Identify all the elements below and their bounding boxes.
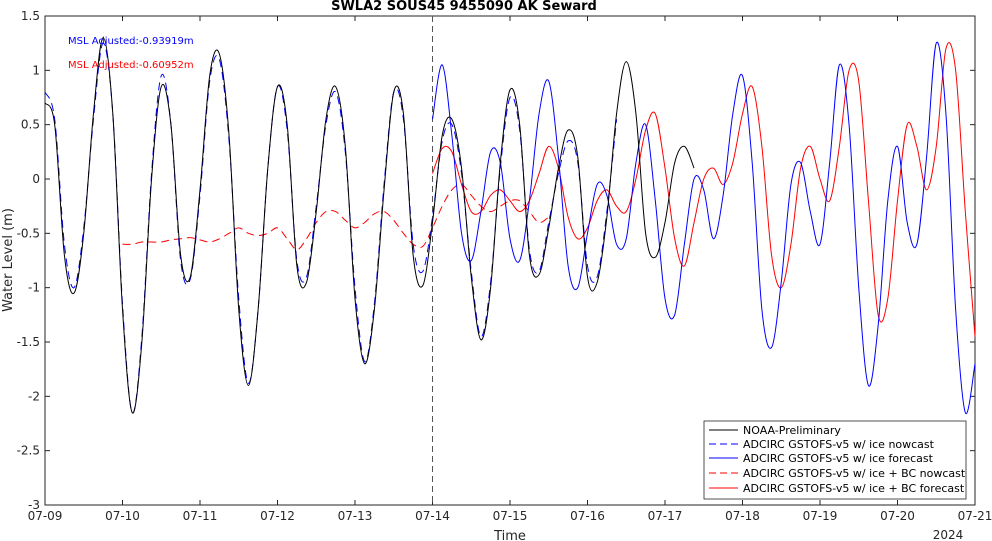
x-tick-label: 07-11: [183, 509, 218, 523]
y-tick-label: -1.5: [17, 335, 40, 349]
msl-annotation-blue: MSL Adjusted:-0.93919m: [68, 36, 194, 47]
x-tick-label: 07-09: [28, 509, 63, 523]
msl-annotation-red: MSL Adjusted:-0.60952m: [68, 60, 194, 71]
series-line-0: [44, 37, 695, 414]
y-axis-label: Water Level (m): [1, 208, 16, 312]
legend-label-noaa: NOAA-Preliminary: [743, 424, 841, 437]
x-axis: 07-09 07-10 07-11 07-12 07-13 07-14 07-15 07-16…: [28, 16, 992, 523]
y-tick-label: 0: [32, 172, 40, 186]
x-tick-label: 07-19: [803, 509, 838, 523]
series-layer: [44, 37, 976, 415]
series-line-2: [432, 41, 976, 415]
series-line-3: [122, 183, 550, 251]
x-year-label: 2024: [933, 528, 964, 541]
x-tick-label: 07-14: [415, 509, 450, 523]
y-tick-label: -0.5: [17, 226, 40, 240]
x-tick-label: 07-12: [260, 509, 295, 523]
y-tick-label: 1.5: [21, 9, 40, 23]
y-axis: 1.5 1 0.5 0 -0.5 -1 -1.5 -2 -2.5 -3: [17, 9, 975, 512]
legend-box: [703, 420, 967, 500]
x-tick-label: 07-18: [725, 509, 760, 523]
x-tick-label: 07-21: [958, 509, 992, 523]
x-tick-label: 07-20: [880, 509, 915, 523]
legend-label-ice-forecast: ADCIRC GSTOFS-v5 w/ ice forecast: [743, 452, 934, 465]
x-tick-label: 07-10: [105, 509, 140, 523]
series-line-4: [432, 42, 976, 337]
legend-label-bc-nowcast: ADCIRC GSTOFS-v5 w/ ice + BC nowcast: [743, 467, 966, 480]
y-tick-label: -3: [28, 498, 40, 512]
y-tick-label: -2.5: [17, 444, 40, 458]
x-tick-label: 07-17: [648, 509, 683, 523]
legend-label-ice-nowcast: ADCIRC GSTOFS-v5 w/ ice nowcast: [743, 438, 935, 451]
y-tick-label: 0.5: [21, 118, 40, 132]
y-tick-label: -1: [28, 281, 40, 295]
y-tick-label: -2: [28, 389, 40, 403]
x-tick-label: 07-16: [570, 509, 605, 523]
x-axis-label: Time: [493, 529, 526, 541]
x-tick-label: 07-15: [493, 509, 528, 523]
y-tick-label: 1: [32, 63, 40, 77]
legend-label-bc-forecast: ADCIRC GSTOFS-v5 w/ ice + BC forecast: [743, 482, 965, 495]
legend: NOAA-Preliminary ADCIRC GSTOFS-v5 w/ ice…: [703, 420, 967, 500]
chart-title: SWLA2 SOUS45 9455090 AK Seward: [331, 0, 597, 14]
x-tick-label: 07-13: [338, 509, 373, 523]
